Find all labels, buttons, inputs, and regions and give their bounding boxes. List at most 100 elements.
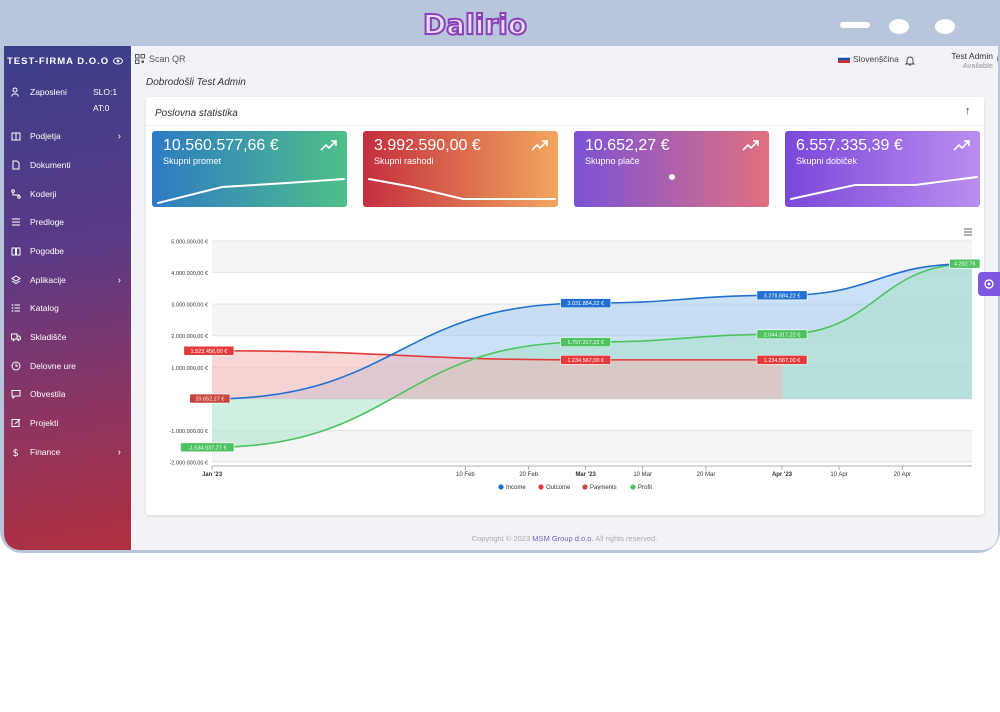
user-status: Available [962,61,993,70]
settings-tab[interactable] [978,272,1000,296]
language-selector[interactable]: Slovenščina [853,54,899,64]
legend-label[interactable]: Outcome [546,485,571,490]
trending-up-icon [953,140,970,151]
x-tick-label: Apr '23 [772,472,793,478]
sidebar-item-zaposleni[interactable]: Zaposleni [4,82,131,102]
kpi-label: Skupni dobiček [796,156,858,166]
panel-divider [146,125,984,126]
sidebar-item-label: Obvestila [30,389,66,399]
legend-marker[interactable] [630,484,636,490]
kpi-amount: 6.557.335,39 € [796,137,903,154]
template-icon [12,218,20,226]
sidebar-item-dokumenti[interactable]: Dokumenti [4,155,131,175]
welcome-text: Dobrodošli Test Admin [146,77,246,88]
kpi-card[interactable]: 10.652,27 € Skupno plače [574,131,769,207]
kpi-card[interactable]: 3.992.590,00 € Skupni rashodi [363,131,558,207]
avatar-icon[interactable] [997,50,998,68]
legend-marker[interactable] [538,484,544,490]
sidebar-item-pogodbe[interactable]: Pogodbe [4,241,131,261]
x-tick-label: 10 Apr [830,472,847,478]
topbar: Scan QR Slovenščina Test Admin Available [131,46,998,74]
grid-band [212,430,972,462]
chart-legend: Income Outcome Payments Profit [498,484,652,490]
series-line-profit [211,262,973,449]
qr-code-icon[interactable] [135,54,145,64]
dollar-icon: $ [13,448,19,457]
footer-company-link[interactable]: MSM Group d.o.o. [532,534,594,543]
sidebar-item-label: Predloge [30,217,65,227]
sidebar-item-predloge[interactable]: Predloge [4,212,131,232]
data-label: 3.278.884,22 € [756,290,808,301]
sidebar-item-label: Skladišče [30,332,67,342]
sidebar-item-podjetja[interactable]: Podjetja › [4,126,131,146]
arrow-up-icon[interactable]: ↑ [965,105,971,117]
legend-label[interactable]: Profit [638,485,652,490]
minimize-button[interactable] [840,22,870,28]
svg-text:4.282.78: 4.282.78 [954,262,975,268]
series-line-income [211,262,973,400]
svg-text:$: $ [13,448,19,457]
layers-icon [11,275,21,285]
kpi-card[interactable]: 10.560.577,66 € Skupni promet [152,131,347,207]
sidebar-item-label: Zaposleni [30,87,67,97]
scan-qr-link[interactable]: Scan QR [149,54,186,64]
slovenia-flag-icon [838,55,850,63]
svg-text:3.031.884,22 €: 3.031.884,22 € [567,301,604,307]
grid-band [212,241,972,273]
sidebar-item-label: Aplikacije [30,275,66,285]
sidebar-item-skladi-e[interactable]: Skladišče [4,327,131,347]
close-button[interactable] [935,19,955,34]
panel-title: Poslovna statistika [155,108,238,119]
clock-icon [11,361,21,371]
trending-up-icon [531,140,548,151]
maximize-button[interactable] [889,19,909,34]
bell-icon[interactable] [905,55,915,66]
sidebar-item-projekti[interactable]: Projekti [4,413,131,433]
svg-text:1.234.567,00 €: 1.234.567,00 € [567,358,604,364]
sidebar-item-label: Delovne ure [30,361,76,371]
sparkline [790,176,978,200]
sidebar-item-koderji[interactable]: Koderji [4,184,131,204]
edit-icon [11,418,21,427]
kpi-amount: 3.992.590,00 € [374,137,481,154]
list-icon [11,304,20,312]
legend-marker[interactable] [582,484,588,490]
data-label: 3.031.884,22 € [560,298,612,308]
x-tick-label: 20 Feb [519,472,538,478]
business-chart: 5.000.000,00 € 4.000.000,00 € 3.000.000,00… [169,228,981,490]
eye-icon[interactable] [113,57,123,65]
x-tick-label: Jan '23 [202,472,223,478]
series-line-outcome [211,349,782,361]
series-area-outcome [212,350,782,399]
sidebar-item-label: Finance [30,447,61,457]
sidebar-item-label: Katalog [30,303,59,313]
sidebar-item-label: Koderji [30,189,57,199]
sidebar-item-obvestila[interactable]: Obvestila [4,384,131,404]
x-tick-label: Mar '23 [575,472,596,478]
legend-marker[interactable] [498,484,504,490]
y-tick-label: -1.000.000,00 € [169,429,208,435]
data-label: 2.044.317,22 € [756,329,808,340]
sidebar-item-label: Dokumenti [30,160,71,170]
svg-text:10.652,27 €: 10.652,27 € [195,397,224,403]
kpi-amount: 10.560.577,66 € [163,137,279,154]
device-frame: Dalirio TEST-FIRMA D.O.O Zaposleni Podjet… [0,0,1000,553]
svg-text:-1.534.037,27 €: -1.534.037,27 € [188,445,227,451]
data-label: 4.282.78 [949,258,981,269]
sidebar-item-finance[interactable]: $ Finance › [4,442,131,462]
sidebar-item-label: Podjetja [30,131,61,141]
sidebar-item-aplikacije[interactable]: Aplikacije › [4,270,131,290]
legend-label[interactable]: Payments [590,485,617,490]
chart-menu-icon[interactable] [964,228,972,236]
chevron-right-icon: › [117,274,121,286]
kpi-amount: 10.652,27 € [585,137,670,154]
chevron-right-icon: › [117,446,121,458]
y-tick-label: 5.000.000,00 € [171,240,208,246]
data-label: 10.652,27 € [189,393,231,404]
legend-label[interactable]: Income [506,485,526,490]
kpi-card[interactable]: 6.557.335,39 € Skupni dobiček [785,131,980,207]
sidebar-item-label: Projekti [30,418,59,428]
sidebar-item-delovne-ure[interactable]: Delovne ure [4,356,131,376]
sidebar-item-katalog[interactable]: Katalog [4,298,131,318]
y-tick-label: 1.000.000,00 € [171,366,208,372]
